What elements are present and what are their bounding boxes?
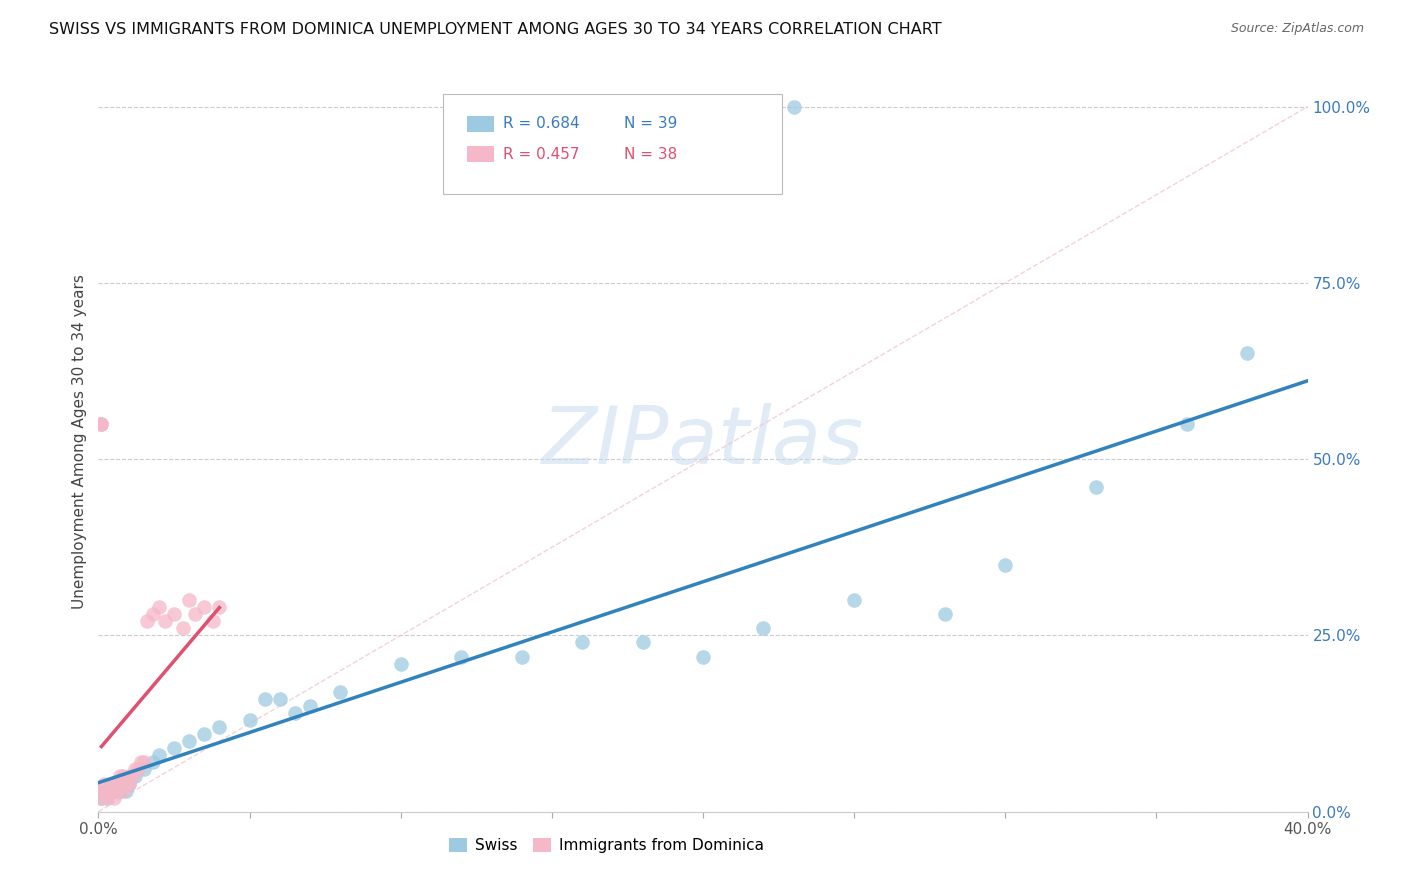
Point xyxy=(96,790,118,805)
Point xyxy=(114,783,136,797)
Y-axis label: Unemployment Among Ages 30 to 34 years: Unemployment Among Ages 30 to 34 years xyxy=(72,274,87,609)
Text: N = 39: N = 39 xyxy=(624,117,678,131)
Point xyxy=(172,621,194,635)
Point xyxy=(163,607,186,622)
Point xyxy=(103,790,125,805)
Text: ZIPatlas: ZIPatlas xyxy=(541,402,865,481)
Text: R = 0.457: R = 0.457 xyxy=(503,147,581,161)
Point xyxy=(934,607,956,622)
Point xyxy=(90,790,112,805)
Point xyxy=(111,769,134,783)
Point xyxy=(184,607,207,622)
Point xyxy=(783,100,806,114)
Point xyxy=(269,692,291,706)
Point xyxy=(103,776,125,790)
Point xyxy=(193,727,215,741)
Point xyxy=(389,657,412,671)
Point xyxy=(571,635,593,649)
Point xyxy=(96,783,118,797)
Point xyxy=(105,776,128,790)
Point xyxy=(1236,346,1258,360)
Point xyxy=(142,607,165,622)
Point xyxy=(284,706,307,720)
Point xyxy=(148,748,170,763)
Point xyxy=(111,783,134,797)
Point xyxy=(179,593,201,607)
Point xyxy=(118,769,141,783)
Point xyxy=(631,635,654,649)
Point xyxy=(163,741,186,756)
Point xyxy=(994,558,1017,572)
Point xyxy=(118,776,141,790)
Point xyxy=(103,783,125,797)
Point xyxy=(844,593,866,607)
Point xyxy=(153,615,176,629)
Text: SWISS VS IMMIGRANTS FROM DOMINICA UNEMPLOYMENT AMONG AGES 30 TO 34 YEARS CORRELA: SWISS VS IMMIGRANTS FROM DOMINICA UNEMPL… xyxy=(49,22,942,37)
Point xyxy=(510,649,533,664)
Text: R = 0.684: R = 0.684 xyxy=(503,117,581,131)
Point xyxy=(1085,480,1108,494)
Point xyxy=(299,698,322,713)
Point xyxy=(132,756,155,770)
Point xyxy=(105,783,128,797)
Point xyxy=(105,776,128,790)
Point xyxy=(124,763,146,777)
Point xyxy=(450,649,472,664)
Point xyxy=(132,763,155,777)
Point xyxy=(179,734,201,748)
Point xyxy=(121,769,143,783)
Point xyxy=(100,783,122,797)
Point xyxy=(253,692,276,706)
Text: Source: ZipAtlas.com: Source: ZipAtlas.com xyxy=(1230,22,1364,36)
Point xyxy=(193,600,215,615)
Point xyxy=(96,790,118,805)
Point xyxy=(93,776,115,790)
Point xyxy=(90,417,112,431)
Point xyxy=(114,776,136,790)
Point xyxy=(93,783,115,797)
Legend: Swiss, Immigrants from Dominica: Swiss, Immigrants from Dominica xyxy=(443,832,769,860)
Point xyxy=(329,685,352,699)
Bar xyxy=(467,146,494,162)
Point xyxy=(90,783,112,797)
FancyBboxPatch shape xyxy=(443,94,782,194)
Point xyxy=(90,417,112,431)
Point xyxy=(127,763,149,777)
Point xyxy=(148,600,170,615)
Point xyxy=(135,615,157,629)
Point xyxy=(108,769,131,783)
Point xyxy=(100,776,122,790)
Point xyxy=(239,713,262,727)
Point xyxy=(208,600,231,615)
Point xyxy=(111,776,134,790)
Point xyxy=(208,720,231,734)
Text: N = 38: N = 38 xyxy=(624,147,678,161)
Point xyxy=(93,783,115,797)
Point xyxy=(1175,417,1198,431)
Point xyxy=(692,649,714,664)
Point xyxy=(142,756,165,770)
Point xyxy=(129,756,152,770)
Point xyxy=(100,776,122,790)
Point xyxy=(202,615,225,629)
Point xyxy=(90,790,112,805)
Point xyxy=(752,621,775,635)
Point xyxy=(103,783,125,797)
Point xyxy=(108,783,131,797)
Point xyxy=(124,769,146,783)
Point xyxy=(90,417,112,431)
Point xyxy=(108,776,131,790)
Point xyxy=(118,776,141,790)
Bar xyxy=(467,116,494,132)
